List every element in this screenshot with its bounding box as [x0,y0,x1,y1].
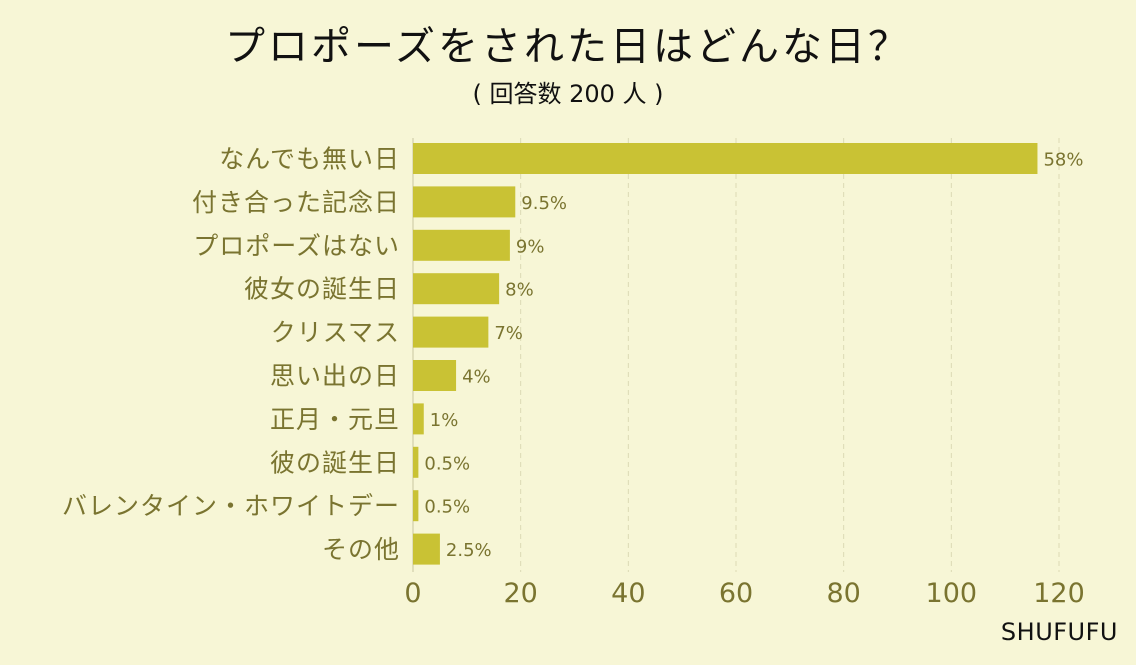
data-label-0: 58% [1043,150,1083,171]
category-label-8: バレンタイン・ホワイトデー [62,492,400,521]
bar-5 [413,360,457,391]
brand-logo-text: SHUFUFU [1000,618,1118,646]
category-label-4: クリスマス [271,318,400,347]
category-label-3: 彼女の誕生日 [244,275,400,304]
category-label-5: 思い出の日 [270,362,400,391]
bar-7 [413,446,419,478]
category-label-9: その他 [322,535,400,564]
category-label-7: 彼の誕生日 [270,448,400,477]
x-tick-label-100: 100 [926,578,978,609]
category-label-1: 付き合った記念日 [192,188,400,217]
bar-2 [413,229,510,261]
x-tick-label-120: 120 [1033,578,1085,609]
bar-6 [413,403,424,435]
data-label-1: 9.5% [521,193,567,214]
x-tick-label-0: 0 [404,578,421,609]
bar-8 [413,490,419,522]
data-label-8: 0.5% [424,497,470,518]
bar-0 [413,143,1038,174]
category-label-6: 正月・元旦 [270,405,400,434]
x-tick-label-20: 20 [503,578,537,609]
bar-9 [413,533,440,565]
data-label-4: 7% [494,323,523,344]
data-label-7: 0.5% [424,453,470,474]
chart-title: プロポーズをされた日はどんな日？ [225,24,911,70]
data-label-5: 4% [462,367,491,388]
chart-subtitle: ( 回答数 200 人 ) [472,80,664,108]
data-label-6: 1% [430,410,459,431]
bar-4 [413,316,489,348]
x-tick-label-60: 60 [719,578,753,609]
x-tick-label-80: 80 [826,578,860,609]
data-label-2: 9% [516,236,545,257]
bar-3 [413,273,500,305]
x-tick-label-40: 40 [611,578,645,609]
bar-1 [413,186,516,218]
category-label-0: なんでも無い日 [219,145,400,174]
category-label-2: プロポーズはない [193,231,400,260]
data-label-3: 8% [505,280,534,301]
data-label-9: 2.5% [446,540,492,561]
